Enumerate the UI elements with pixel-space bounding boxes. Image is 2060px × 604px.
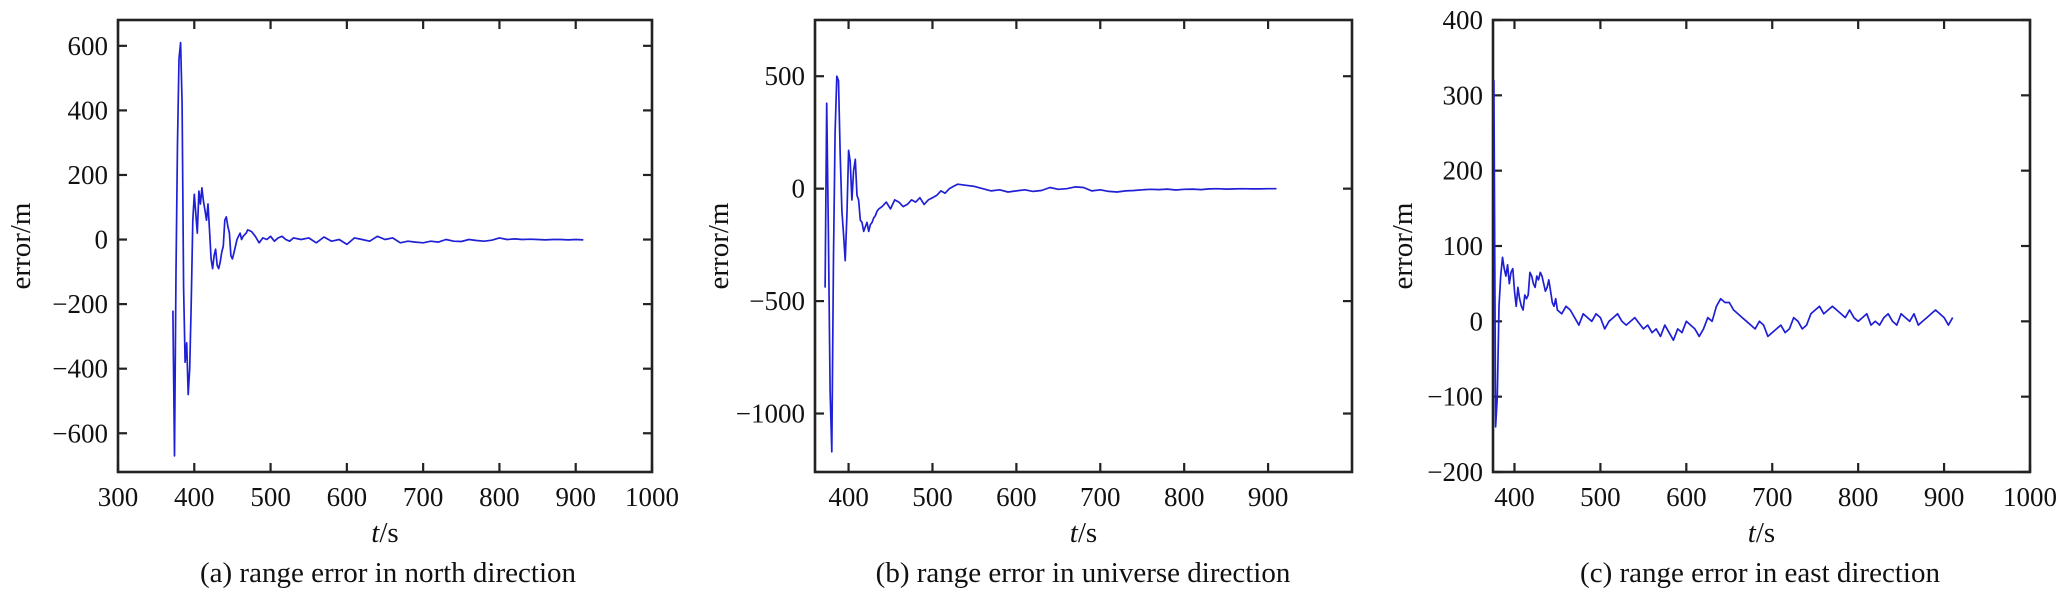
x-tick-label: 900: [555, 482, 596, 512]
x-axis-label-unit: /s: [1078, 517, 1097, 549]
y-tick-label: 500: [765, 61, 806, 91]
chart-caption: (a) range error in north direction: [200, 557, 577, 589]
x-tick-label: 500: [1580, 482, 1621, 512]
chart-panel-b: 400 500 600 700 800 900 −1000 −500 0 500 error/m t/…: [703, 18, 1354, 589]
y-tick-label: 0: [792, 174, 806, 204]
x-tick-label: 800: [1838, 482, 1879, 512]
x-axis-label: t/s: [1748, 517, 1775, 549]
x-axis-label-unit: /s: [1756, 517, 1775, 549]
y-tick-label: 0: [1470, 306, 1484, 336]
x-tick-label: 400: [174, 482, 215, 512]
plot-frame: [813, 18, 1354, 474]
data-series-line: [824, 75, 1277, 453]
x-axis-label: t/s: [371, 517, 398, 549]
x-tick-label: 1000: [2003, 482, 2057, 512]
y-tick-label: 300: [1443, 80, 1484, 110]
y-tick-label: 600: [68, 31, 109, 61]
y-tick-label: −1000: [736, 399, 805, 429]
y-tick-label: −200: [52, 289, 108, 319]
x-axis-label-unit: /s: [379, 517, 398, 549]
y-tick-label: −400: [52, 354, 108, 384]
chart-caption: (c) range error in east direction: [1580, 557, 1940, 589]
y-tick-label: −100: [1427, 382, 1483, 412]
x-tick-label: 800: [479, 482, 520, 512]
x-tick-label: 600: [327, 482, 368, 512]
chart-panel-a: 300 400 500 600 700 800 900 1000 −600 −400 −200 0 20…: [5, 18, 679, 589]
y-axis-label: error/m: [703, 202, 735, 289]
chart-caption: (b) range error in universe direction: [876, 557, 1291, 589]
x-tick-label: 700: [1080, 482, 1121, 512]
x-tick-label: 500: [250, 482, 291, 512]
x-tick-label: 700: [403, 482, 444, 512]
x-axis-label-variable: t: [371, 517, 380, 549]
data-series-line: [172, 41, 584, 457]
plot-frame: [116, 18, 654, 474]
y-tick-label: −500: [749, 286, 805, 316]
y-axis-label: error/m: [1387, 202, 1419, 289]
plot-frame: [1491, 18, 2032, 474]
x-tick-label: 400: [828, 482, 869, 512]
y-tick-label: 0: [95, 225, 109, 255]
x-tick-label: 700: [1752, 482, 1793, 512]
x-tick-label: 900: [1248, 482, 1289, 512]
x-tick-label: 600: [1666, 482, 1707, 512]
x-tick-label: 900: [1924, 482, 1965, 512]
y-tick-label: 100: [1443, 231, 1484, 261]
y-tick-label: 200: [1443, 156, 1484, 186]
x-tick-label: 400: [1494, 482, 1535, 512]
y-tick-label: 400: [68, 95, 109, 125]
x-tick-label: 600: [996, 482, 1037, 512]
x-axis-label-variable: t: [1070, 517, 1079, 549]
y-tick-label: 200: [68, 160, 109, 190]
y-tick-label: −600: [52, 418, 108, 448]
x-axis-label-variable: t: [1748, 517, 1757, 549]
x-tick-label: 300: [98, 482, 139, 512]
x-tick-label: 800: [1164, 482, 1205, 512]
y-tick-label: −200: [1427, 457, 1483, 487]
x-tick-label: 1000: [625, 482, 679, 512]
chart-panel-c: 400 500 600 700 800 900 1000 −200 −100 0 100 200 300…: [1387, 5, 2057, 589]
x-tick-label: 500: [912, 482, 953, 512]
y-axis-label: error/m: [5, 202, 37, 289]
data-series-line: [1493, 80, 1954, 428]
x-axis-label: t/s: [1070, 517, 1097, 549]
y-tick-label: 400: [1443, 5, 1484, 35]
